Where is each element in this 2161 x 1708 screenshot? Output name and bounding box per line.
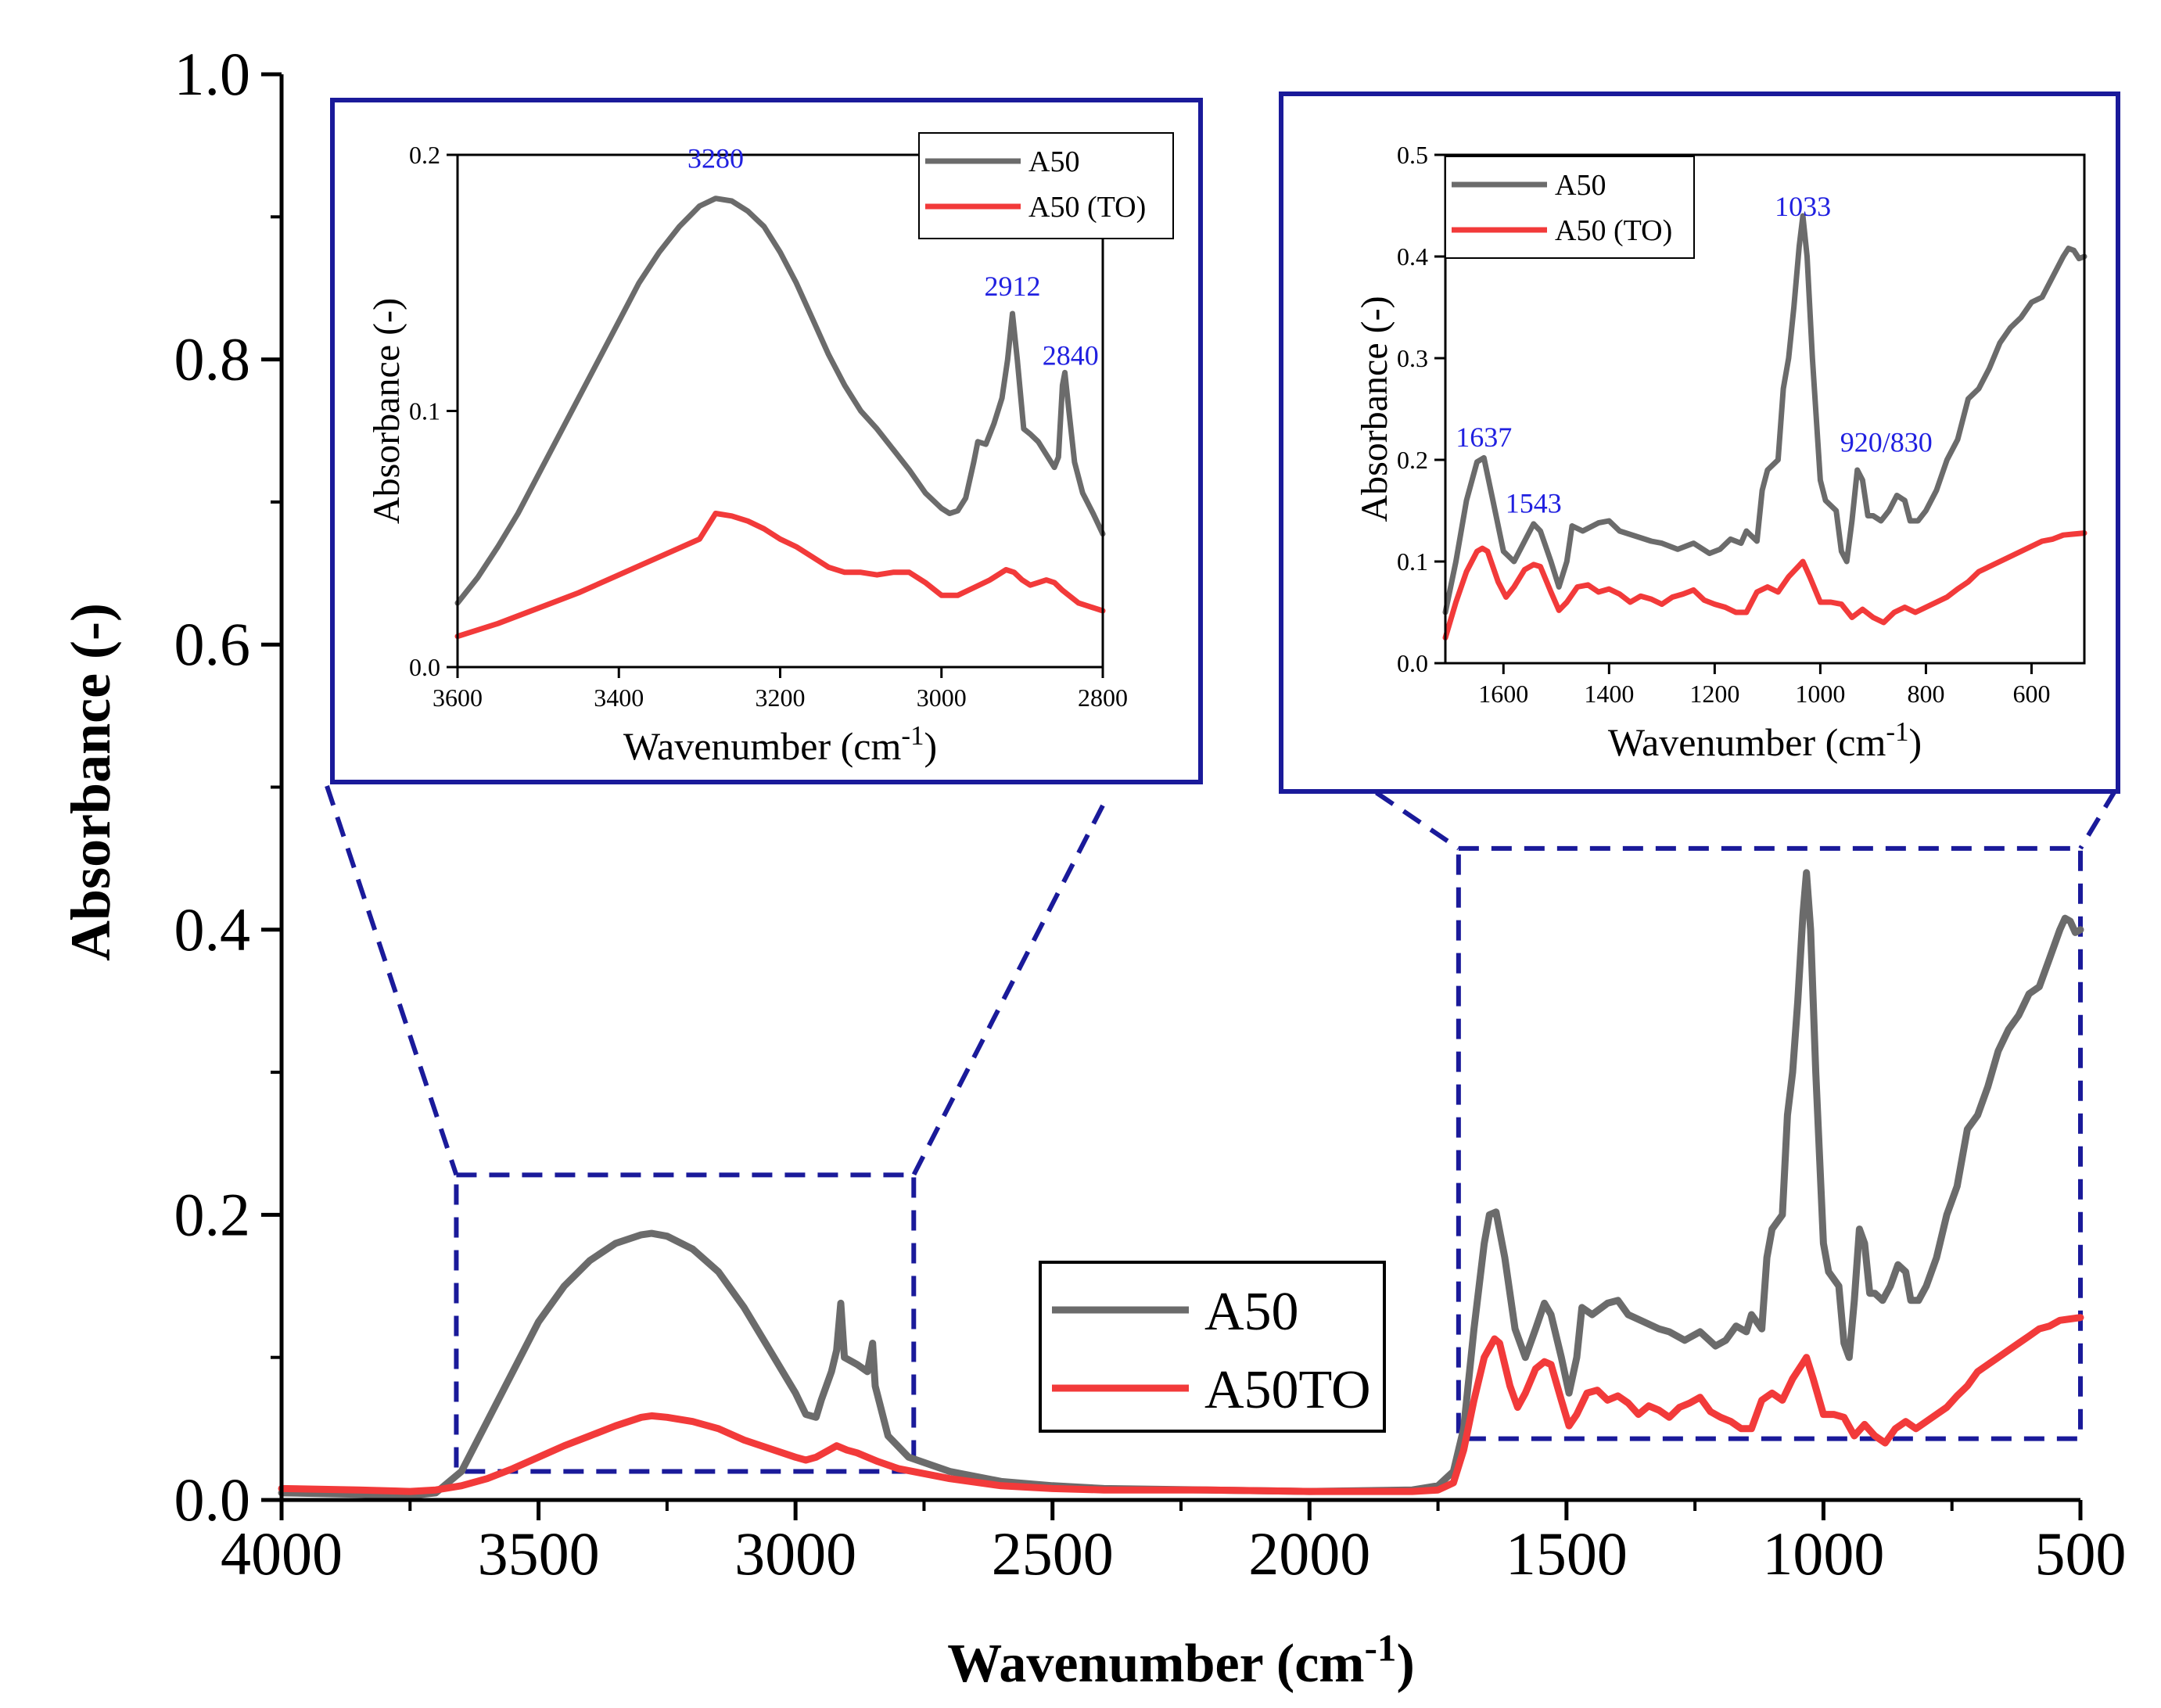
peak-annotation: 3280 bbox=[687, 142, 744, 174]
zoom-box-2 bbox=[1456, 845, 2084, 1441]
peak-annotation: 2912 bbox=[985, 271, 1041, 302]
x-tick-label: 2000 bbox=[1248, 1520, 1370, 1588]
y-tick-label: 0.2 bbox=[174, 1180, 251, 1248]
x-tick-label: 3000 bbox=[734, 1520, 856, 1588]
series-line bbox=[1442, 213, 2087, 615]
zoom-connector bbox=[2078, 788, 2118, 850]
x-tick-label: 600 bbox=[2012, 680, 2050, 708]
zoom-connector bbox=[911, 804, 1105, 1176]
x-tick-label: 1000 bbox=[1795, 680, 1845, 708]
y-tick-label: 0.4 bbox=[1397, 242, 1428, 271]
y-tick-label: 0.6 bbox=[174, 610, 251, 678]
y-axis-label: Absorbance (-) bbox=[59, 603, 122, 961]
peak-annotation: 1637 bbox=[1456, 422, 1512, 453]
inset-frame bbox=[1279, 92, 2120, 794]
x-tick-label: 3200 bbox=[756, 684, 806, 712]
y-tick-label: 0.8 bbox=[174, 325, 251, 393]
x-axis-label: Wavenumber (cm-1) bbox=[947, 1626, 1415, 1694]
x-tick-label: 2500 bbox=[992, 1520, 1114, 1588]
series-line bbox=[454, 511, 1106, 640]
x-tick-label: 3000 bbox=[917, 684, 967, 712]
x-tick-label: 1200 bbox=[1689, 680, 1739, 708]
main-chart: 4000 3500 3000 2500 2000 1500 1000 500 0.0 0.2 0.4… bbox=[59, 40, 2127, 1694]
y-tick-label: 0.1 bbox=[409, 397, 440, 425]
legend-box bbox=[1039, 1261, 1386, 1433]
legend: A50 A50 (TO) bbox=[1445, 156, 1695, 259]
y-tick-label: 0.2 bbox=[1397, 446, 1428, 474]
x-tick-label: 2800 bbox=[1078, 684, 1128, 712]
legend: A50 A50TO bbox=[1039, 1261, 1386, 1433]
x-tick-label: 3500 bbox=[478, 1520, 600, 1588]
y-tick-label: 0.1 bbox=[1397, 547, 1428, 576]
x-axis-label: Wavenumber (cm-1) bbox=[623, 720, 937, 768]
x-tick-label: 4000 bbox=[221, 1520, 343, 1588]
x-tick-label: 3600 bbox=[433, 684, 483, 712]
y-tick-label: 0.0 bbox=[1397, 649, 1428, 677]
peak-annotation: 1033 bbox=[1775, 191, 1831, 222]
legend-label: A50 bbox=[1555, 169, 1606, 202]
y-tick-label: 0.2 bbox=[409, 141, 440, 169]
series-line bbox=[1442, 530, 2087, 640]
x-tick-label: 800 bbox=[1907, 680, 1944, 708]
legend: A50 A50 (TO) bbox=[918, 132, 1174, 239]
y-tick-label: 0.3 bbox=[1397, 344, 1428, 372]
x-tick-label: 1500 bbox=[1506, 1520, 1628, 1588]
y-tick-label: 0.5 bbox=[1397, 141, 1428, 169]
series-line-a50 bbox=[278, 869, 2084, 1499]
y-tick-label: 0.0 bbox=[409, 653, 440, 681]
x-tick-label: 1600 bbox=[1478, 680, 1528, 708]
y-axis-label: Absorbance (-) bbox=[1354, 296, 1395, 522]
inset-right: 1600 1400 1200 1000 800 600 0.0 0.1 0.2 0.3 0.4 0.5… bbox=[1279, 92, 2120, 794]
zoom-box-1 bbox=[454, 1172, 917, 1474]
legend-label: A50TO bbox=[1204, 1360, 1371, 1420]
series-line bbox=[454, 196, 1106, 606]
legend-label: A50 (TO) bbox=[1555, 214, 1672, 247]
x-tick-label: 500 bbox=[2035, 1520, 2127, 1588]
plot-frame bbox=[1444, 153, 2086, 665]
x-tick-label: 1000 bbox=[1762, 1520, 1884, 1588]
legend-box bbox=[1445, 156, 1695, 259]
peak-annotation: 2840 bbox=[1043, 340, 1099, 371]
peak-annotation: 920/830 bbox=[1840, 427, 1933, 458]
legend-label: A50 bbox=[1204, 1282, 1299, 1342]
series-line-a50to bbox=[278, 1314, 2084, 1495]
x-tick-label: 1400 bbox=[1584, 680, 1634, 708]
zoom-connector bbox=[325, 785, 459, 1176]
x-axis-label: Wavenumber (cm-1) bbox=[1608, 716, 1922, 764]
inset-left: 3600 3400 3200 3000 2800 0.0 0.1 0.2 Wavenumber … bbox=[330, 98, 1203, 784]
legend-label: A50 (TO) bbox=[1028, 191, 1146, 224]
x-tick-label: 3400 bbox=[594, 684, 644, 712]
y-axis-label: Absorbance (-) bbox=[366, 298, 407, 524]
zoom-connector bbox=[1348, 772, 1460, 851]
legend-box bbox=[918, 132, 1174, 239]
y-tick-label: 0.4 bbox=[174, 895, 251, 963]
legend-label: A50 bbox=[1028, 145, 1079, 178]
y-tick-label: 1.0 bbox=[174, 40, 251, 108]
y-tick-label: 0.0 bbox=[174, 1466, 251, 1534]
peak-annotation: 1543 bbox=[1506, 488, 1562, 519]
